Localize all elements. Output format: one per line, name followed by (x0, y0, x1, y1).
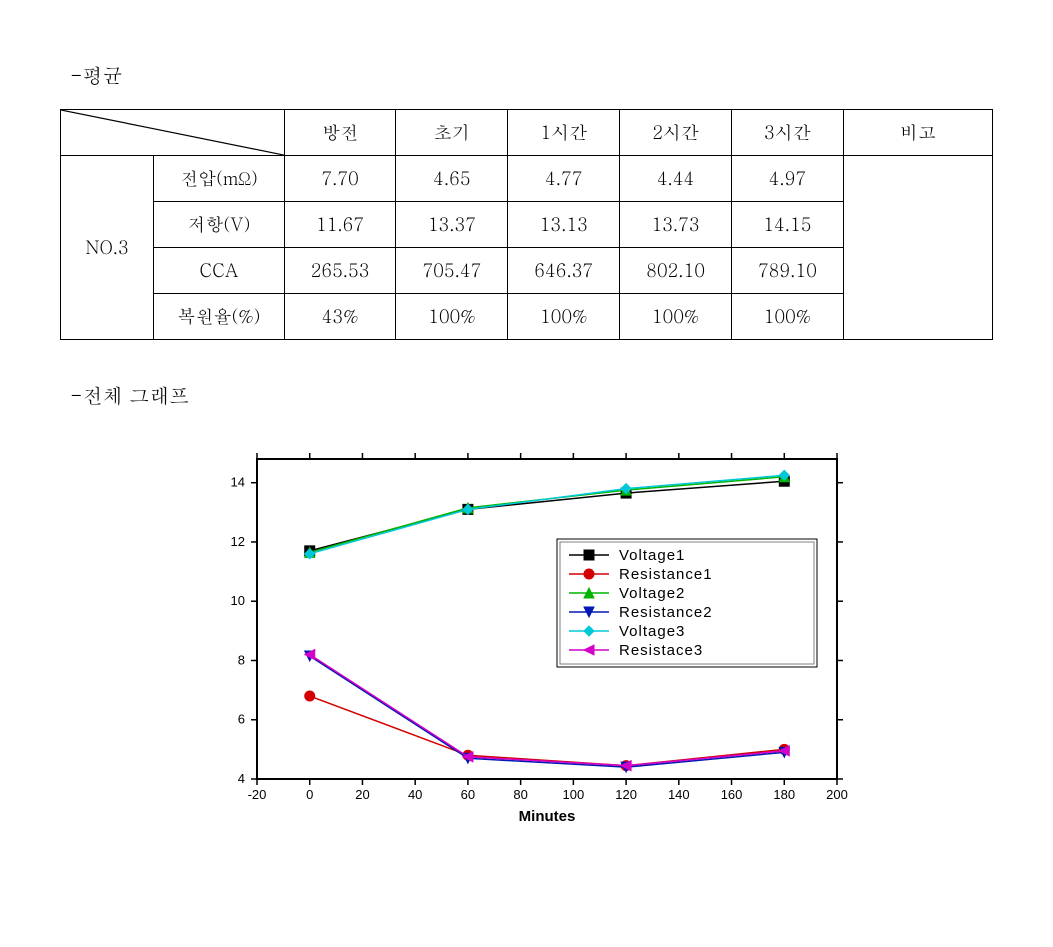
table-cell: 100% (508, 294, 620, 340)
table-cell: 705.47 (396, 248, 508, 294)
table-cell: 4.44 (620, 156, 732, 202)
table-corner-cell (61, 110, 285, 156)
svg-text:12: 12 (230, 534, 244, 549)
svg-text:20: 20 (355, 787, 369, 802)
svg-text:-20: -20 (247, 787, 266, 802)
table-cell: 100% (620, 294, 732, 340)
svg-text:Voltage2: Voltage2 (619, 585, 685, 602)
line-chart: -20 0 20 40 60 80 100 120 140 160 180 200 4 6 8 10 12 14 M… (167, 439, 887, 839)
table-cell: 789.10 (731, 248, 843, 294)
svg-text:100: 100 (562, 787, 584, 802)
svg-text:Voltage1: Voltage1 (619, 547, 685, 564)
table-cell: 7.70 (284, 156, 396, 202)
table-cell: 265.53 (284, 248, 396, 294)
table-header: 초기 (396, 110, 508, 156)
section-title-average: -평균 (70, 60, 993, 89)
row-label: 저항(V) (154, 202, 284, 248)
table-header: 2시간 (620, 110, 732, 156)
svg-text:Resistace3: Resistace3 (619, 642, 703, 659)
table-cell: 11.67 (284, 202, 396, 248)
table-cell: 13.37 (396, 202, 508, 248)
table-header-row: 방전 초기 1시간 2시간 3시간 비고 (61, 110, 993, 156)
svg-text:80: 80 (513, 787, 527, 802)
table-cell: 100% (396, 294, 508, 340)
svg-text:Resistance2: Resistance2 (619, 604, 713, 621)
table-header: 3시간 (731, 110, 843, 156)
section-title-graph: -전체 그래프 (70, 380, 993, 409)
chart-container: -20 0 20 40 60 80 100 120 140 160 180 200 4 6 8 10 12 14 M… (167, 439, 887, 844)
table-cell: 13.13 (508, 202, 620, 248)
table-cell: 100% (731, 294, 843, 340)
svg-text:Minutes: Minutes (518, 808, 575, 825)
row-group-label: NO.3 (61, 156, 154, 340)
svg-text:0: 0 (306, 787, 313, 802)
table-header: 비고 (843, 110, 992, 156)
svg-text:120: 120 (615, 787, 637, 802)
table-cell: 4.77 (508, 156, 620, 202)
svg-text:200: 200 (826, 787, 848, 802)
table-cell: 4.65 (396, 156, 508, 202)
svg-text:Voltage3: Voltage3 (619, 623, 685, 640)
svg-text:4: 4 (237, 771, 244, 786)
svg-text:180: 180 (773, 787, 795, 802)
table-cell: 13.73 (620, 202, 732, 248)
svg-text:160: 160 (720, 787, 742, 802)
table-cell: 14.15 (731, 202, 843, 248)
svg-text:10: 10 (230, 593, 244, 608)
table-cell: 43% (284, 294, 396, 340)
row-label: CCA (154, 248, 284, 294)
table-cell: 802.10 (620, 248, 732, 294)
table-header: 방전 (284, 110, 396, 156)
svg-text:6: 6 (237, 712, 244, 727)
svg-text:60: 60 (460, 787, 474, 802)
row-label: 복원율(%) (154, 294, 284, 340)
table-cell: 646.37 (508, 248, 620, 294)
svg-text:14: 14 (230, 475, 244, 490)
svg-text:8: 8 (237, 652, 244, 667)
svg-text:40: 40 (407, 787, 421, 802)
svg-text:Resistance1: Resistance1 (619, 566, 713, 583)
svg-text:140: 140 (667, 787, 689, 802)
table-row: NO.3 전압(mΩ) 7.70 4.65 4.77 4.44 4.97 (61, 156, 993, 202)
data-table: 방전 초기 1시간 2시간 3시간 비고 NO.3 전압(mΩ) 7.70 4.… (60, 109, 993, 340)
remarks-cell (843, 156, 992, 340)
table-cell: 4.97 (731, 156, 843, 202)
table-header: 1시간 (508, 110, 620, 156)
row-label: 전압(mΩ) (154, 156, 284, 202)
